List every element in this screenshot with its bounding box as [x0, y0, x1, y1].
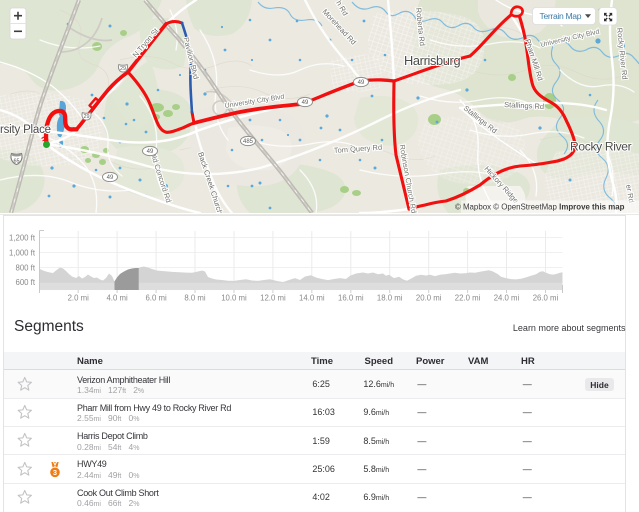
- svg-text:49: 49: [147, 149, 154, 155]
- svg-text:8.0 mi: 8.0 mi: [184, 293, 205, 302]
- svg-text:Harrisburg: Harrisburg: [404, 53, 460, 68]
- svg-text:16.0 mi: 16.0 mi: [338, 293, 364, 302]
- svg-text:29: 29: [120, 66, 126, 72]
- svg-text:49: 49: [358, 80, 365, 86]
- svg-text:12.0 mi: 12.0 mi: [260, 293, 286, 302]
- svg-text:18.0 mi: 18.0 mi: [377, 293, 403, 302]
- svg-text:4.0 mi: 4.0 mi: [106, 293, 127, 302]
- svg-text:600 ft: 600 ft: [15, 278, 35, 287]
- svg-text:49: 49: [302, 100, 309, 106]
- svg-text:65: 65: [13, 158, 19, 164]
- svg-text:1,200 ft: 1,200 ft: [9, 233, 36, 242]
- svg-text:rsity Place: rsity Place: [0, 124, 51, 136]
- svg-text:24.0 mi: 24.0 mi: [494, 293, 520, 302]
- svg-text:Stallings Rd: Stallings Rd: [504, 100, 544, 111]
- svg-text:49: 49: [107, 175, 114, 181]
- svg-text:485: 485: [243, 139, 254, 145]
- svg-text:26.0 mi: 26.0 mi: [533, 293, 559, 302]
- svg-text:10.0 mi: 10.0 mi: [221, 293, 247, 302]
- svg-text:2.0 mi: 2.0 mi: [68, 293, 89, 302]
- svg-text:800 ft: 800 ft: [15, 263, 35, 272]
- svg-text:29: 29: [84, 114, 90, 120]
- svg-text:1,000 ft: 1,000 ft: [9, 248, 36, 257]
- svg-text:6.0 mi: 6.0 mi: [145, 293, 166, 302]
- svg-text:Rocky River: Rocky River: [570, 140, 632, 154]
- svg-text:Terrain Map: Terrain Map: [540, 11, 582, 21]
- svg-text:Tom Query Rd: Tom Query Rd: [334, 143, 383, 155]
- svg-text:22.0 mi: 22.0 mi: [455, 293, 481, 302]
- svg-text:er Rd: er Rd: [624, 184, 636, 204]
- svg-text:14.0 mi: 14.0 mi: [299, 293, 325, 302]
- svg-text:3: 3: [52, 468, 56, 477]
- svg-text:© Mapbox © OpenStreetMap Impro: © Mapbox © OpenStreetMap Improve this ma…: [455, 202, 625, 211]
- svg-text:20.0 mi: 20.0 mi: [416, 293, 442, 302]
